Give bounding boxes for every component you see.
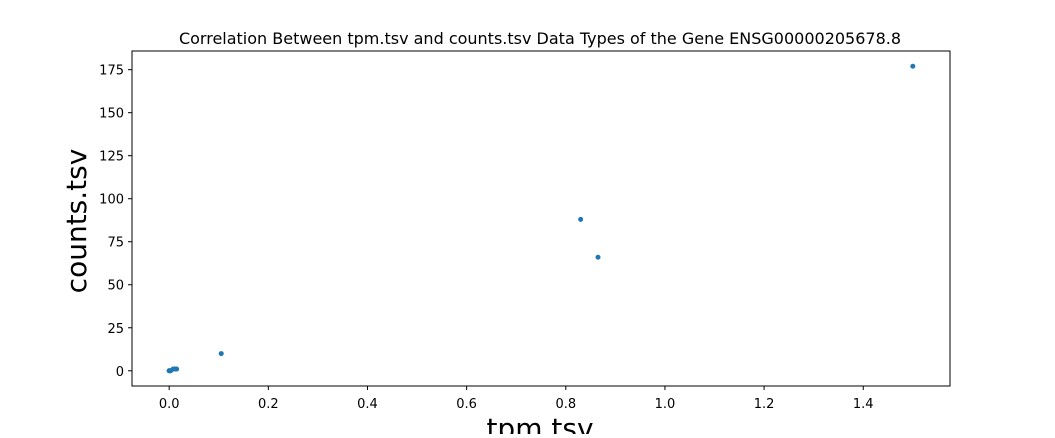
chart-title: Correlation Between tpm.tsv and counts.t… bbox=[179, 29, 901, 48]
data-point-11 bbox=[910, 63, 916, 69]
y-tick-label: 175 bbox=[99, 64, 124, 79]
x-tick-label: 0.6 bbox=[456, 397, 477, 412]
y-tick-label: 100 bbox=[99, 193, 124, 208]
x-tick-label: 0.4 bbox=[357, 397, 378, 412]
data-point-9 bbox=[578, 216, 584, 222]
data-point-7 bbox=[174, 366, 180, 372]
x-tick-label: 1.2 bbox=[754, 397, 775, 412]
y-tick-label: 0 bbox=[116, 365, 124, 380]
x-tick-label: 1.4 bbox=[853, 397, 874, 412]
x-axis-ticks: 0.0 0.2 0.4 0.6 0.8 1.0 1.2 1.4 bbox=[159, 386, 874, 412]
data-point-10 bbox=[595, 254, 601, 260]
y-tick-label: 25 bbox=[107, 322, 124, 337]
y-tick-label: 125 bbox=[99, 150, 124, 165]
x-tick-label: 1.0 bbox=[655, 397, 676, 412]
y-axis-ticks: 0 25 50 75 100 125 150 175 bbox=[99, 64, 132, 380]
x-tick-label: 0.0 bbox=[159, 397, 180, 412]
y-tick-label: 150 bbox=[99, 107, 124, 122]
x-axis-label: tpm.tsv bbox=[486, 412, 593, 434]
y-tick-label: 75 bbox=[107, 236, 124, 251]
data-points bbox=[166, 63, 916, 374]
plot-frame bbox=[131, 50, 951, 387]
y-axis-label: counts.tsv bbox=[60, 149, 93, 294]
x-tick-label: 0.2 bbox=[258, 397, 279, 412]
x-tick-label: 0.8 bbox=[555, 397, 576, 412]
y-tick-label: 50 bbox=[107, 279, 124, 294]
data-point-8 bbox=[218, 351, 224, 357]
